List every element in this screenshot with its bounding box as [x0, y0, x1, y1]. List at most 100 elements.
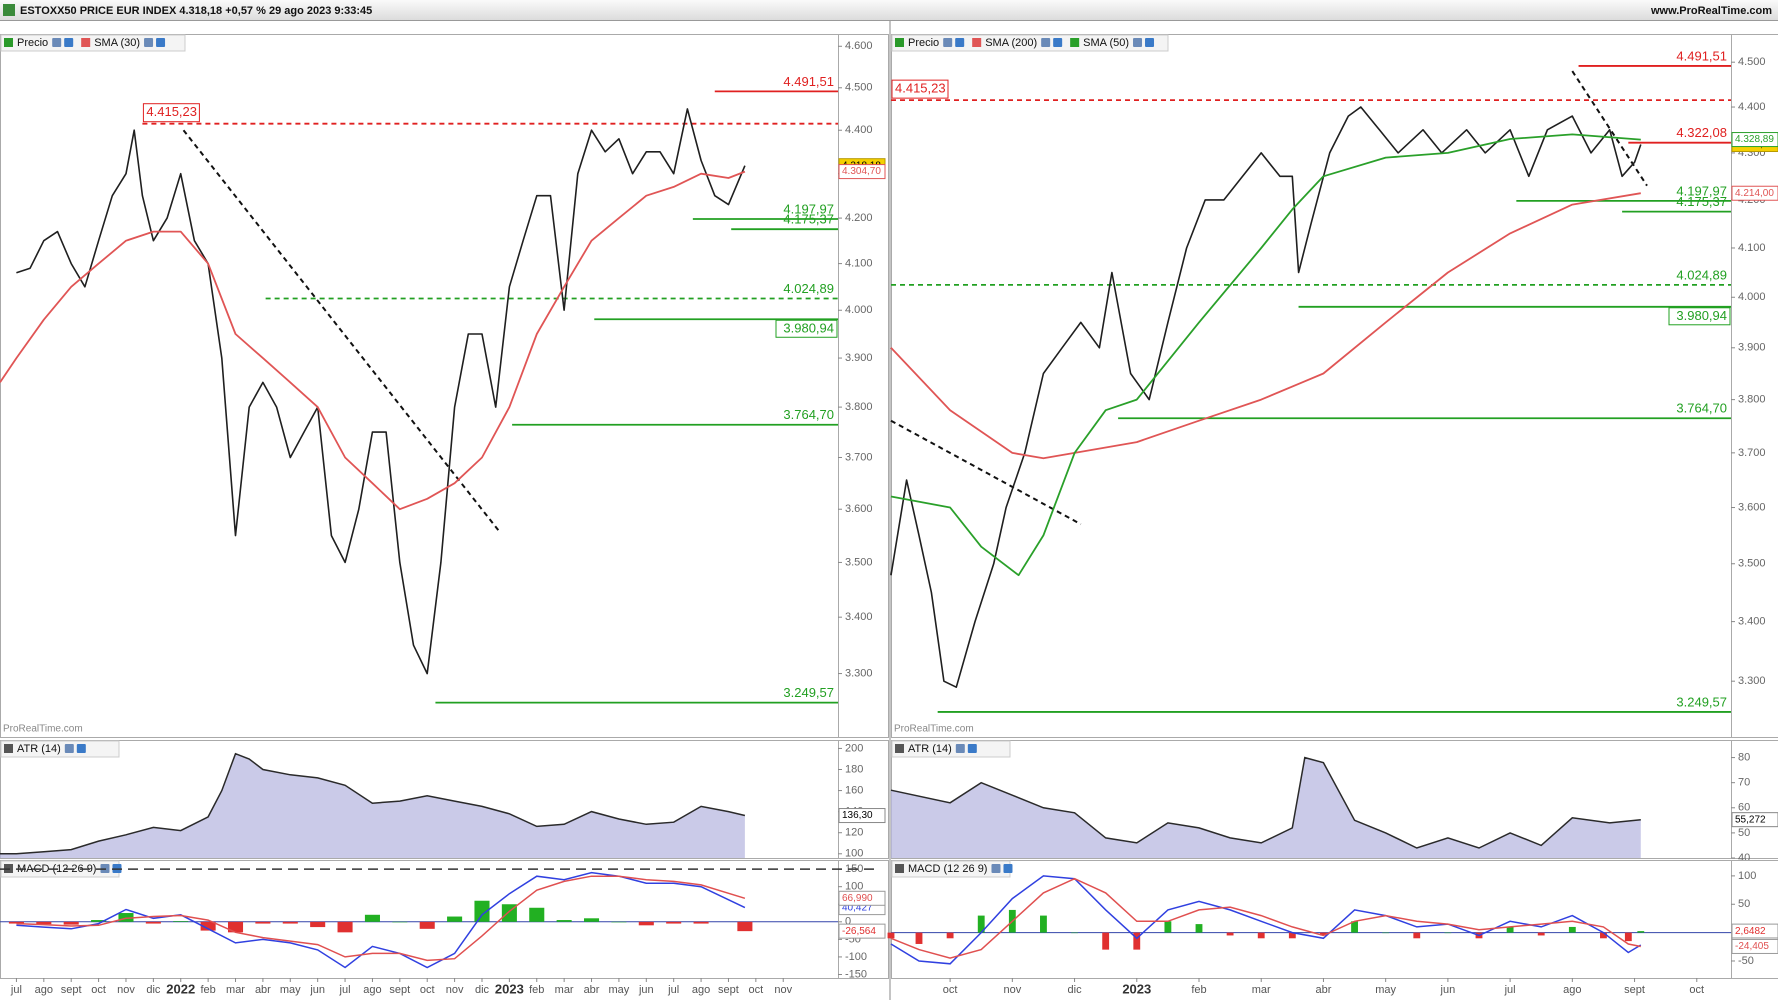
y-tick-label: 3.500 [1738, 558, 1766, 570]
histogram-bar [1506, 926, 1514, 933]
legend-tool[interactable] [144, 38, 154, 47]
legend-label[interactable]: SMA (30) [94, 37, 140, 49]
header-site[interactable]: www.ProRealTime.com [1650, 5, 1772, 17]
y-tick-label: 3.600 [845, 503, 873, 515]
header-title: ESTOXX50 PRICE EUR INDEX 4.318,18 +0,57 … [20, 5, 372, 17]
x-tick-label: jun [1440, 984, 1456, 996]
price-line [890, 106, 1642, 688]
trendline [182, 129, 500, 531]
legend-tool[interactable] [52, 38, 62, 47]
legend-swatch [895, 38, 904, 47]
histogram-bar [145, 921, 161, 924]
level-label: 4.024,89 [783, 281, 834, 296]
y-tick-label: 4.500 [1738, 56, 1766, 68]
last-value-tag [1731, 938, 1778, 954]
y-tick-label: -50 [1738, 955, 1754, 967]
x-tick-label: feb [1191, 984, 1206, 996]
legend-label[interactable]: Precio [908, 37, 939, 49]
level-label: 3.249,57 [783, 685, 834, 700]
y-tick-label: 120 [845, 827, 863, 839]
x-tick-label: dic [475, 984, 490, 996]
legend-label[interactable]: ATR (14) [908, 743, 952, 755]
legend-add[interactable] [1003, 864, 1013, 873]
histogram-bar [173, 921, 189, 922]
y-tick-label: 3.900 [1738, 342, 1766, 354]
level-label: 4.415,23 [895, 81, 946, 96]
x-tick-label: sept [718, 984, 739, 996]
legend-swatch [972, 38, 982, 47]
level-label: 4.024,89 [1676, 267, 1727, 282]
last-value-tag [1731, 132, 1778, 148]
x-tick-label: abr [255, 984, 271, 996]
legend-add[interactable] [955, 38, 965, 47]
legend-add[interactable] [967, 744, 977, 753]
histogram-bar [1133, 932, 1141, 950]
histogram-bar [1351, 921, 1358, 933]
legend-tool[interactable] [64, 744, 74, 753]
y-tick-label: 40 [1738, 852, 1750, 864]
legend-label[interactable]: Precio [17, 37, 48, 49]
last-value-tag [838, 164, 886, 180]
legend-label[interactable]: MACD (12 26 9) [908, 863, 987, 875]
level-label-box [142, 103, 200, 123]
last-value-label: 66,990 [842, 893, 873, 904]
header-icon [3, 4, 15, 16]
y-tick-label: 4.600 [845, 40, 873, 52]
legend-tool[interactable] [943, 38, 953, 47]
x-tick-label: nov [446, 984, 464, 996]
legend-add[interactable] [64, 38, 74, 47]
x-tick-label: may [1375, 984, 1396, 996]
histogram-bar [887, 932, 895, 939]
legend-add[interactable] [1053, 38, 1063, 47]
y-tick-label: 60 [1738, 802, 1750, 814]
histogram-bar [1382, 932, 1390, 934]
level-label: 3.764,70 [1676, 401, 1727, 416]
x-tick-label: ago [692, 984, 710, 996]
trendline [890, 419, 1082, 526]
y-tick-label: 3.300 [845, 667, 873, 679]
x-tick-label: jun [309, 984, 325, 996]
level-label: 4.491,51 [783, 74, 834, 89]
histogram-bar [737, 921, 753, 932]
y-tick-label: 4.500 [845, 82, 873, 94]
legend-tool[interactable] [1041, 38, 1051, 47]
legend-tool[interactable] [955, 744, 965, 753]
x-tick-label: 2023 [1122, 981, 1151, 996]
y-tick-label: 3.800 [845, 401, 873, 413]
y-tick-label: 3.300 [1738, 675, 1766, 687]
legend-label[interactable]: SMA (50) [1083, 37, 1129, 49]
last-value-tag [838, 890, 886, 906]
legend-label[interactable]: ATR (14) [17, 743, 61, 755]
x-tick-label: jul [667, 984, 679, 996]
x-tick-label: oct [943, 984, 958, 996]
macd-line [16, 875, 746, 962]
x-tick-label: 2022 [166, 981, 195, 996]
legend-add[interactable] [156, 38, 166, 47]
legend-swatch [1070, 38, 1080, 47]
histogram-bar [91, 920, 107, 922]
histogram-bar [1413, 932, 1421, 939]
legend-label[interactable]: SMA (200) [985, 37, 1037, 49]
last-value-label: 4.214,00 [1735, 188, 1774, 199]
histogram-bar [364, 914, 380, 922]
y-tick-label: 3.500 [845, 556, 873, 568]
histogram-bar [1164, 921, 1172, 933]
trendline [1571, 70, 1648, 187]
legend-bg [0, 740, 120, 758]
last-value-label: 55,272 [1735, 814, 1766, 825]
level-label: 3.980,94 [783, 321, 834, 336]
last-value-tag [838, 808, 886, 824]
panel-frame [0, 740, 889, 859]
y-tick-label: 100 [1738, 870, 1756, 882]
legend-bg [891, 740, 1011, 758]
x-tick-label: jul [10, 984, 22, 996]
legend-add[interactable] [1145, 38, 1155, 47]
legend-tool[interactable] [991, 864, 1001, 873]
x-tick-label: jul [1504, 984, 1516, 996]
x-tick-label: oct [1689, 984, 1704, 996]
legend-tool[interactable] [1133, 38, 1143, 47]
macd-line [890, 875, 1642, 965]
histogram-bar [419, 921, 435, 929]
legend-add[interactable] [76, 744, 86, 753]
legend-bg [0, 34, 186, 52]
